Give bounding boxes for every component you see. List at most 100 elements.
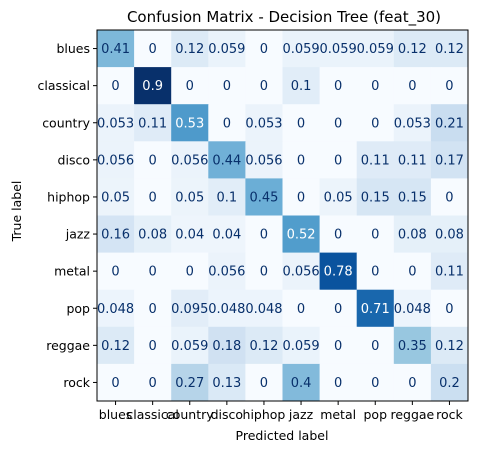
cell-value-label: 0.048 xyxy=(245,302,282,317)
cell-value-label: 0.15 xyxy=(398,190,427,205)
cell-value-label: 0 xyxy=(297,153,305,168)
cell-value-label: 0 xyxy=(111,79,119,94)
cell-value-label: 0 xyxy=(149,376,157,391)
y-tick-label: reggae xyxy=(46,338,90,353)
cell-value-label: 0 xyxy=(371,265,379,280)
x-tick-label: pop xyxy=(363,407,387,422)
cell-value-label: 0 xyxy=(334,376,342,391)
cell-value-label: 0.18 xyxy=(212,339,241,354)
cell-value-label: 0.11 xyxy=(138,116,167,131)
cell-value-label: 0 xyxy=(149,190,157,205)
cell-value-label: 0.11 xyxy=(398,153,427,168)
cell-value-label: 0.11 xyxy=(361,153,390,168)
cell-value-label: 0.056 xyxy=(97,153,134,168)
cell-value-label: 0.17 xyxy=(435,153,464,168)
cell-value-label: 0.08 xyxy=(138,228,167,243)
x-tick-label: country xyxy=(166,407,214,422)
cell-value-label: 0.45 xyxy=(249,190,278,205)
y-tick-label: hiphop xyxy=(47,189,90,204)
cell-value-label: 0 xyxy=(297,116,305,131)
cell-value-label: 0.12 xyxy=(249,339,278,354)
cell-value-label: 0.41 xyxy=(101,42,130,57)
cell-value-label: 0 xyxy=(445,190,453,205)
cell-value-label: 0 xyxy=(149,153,157,168)
cell-value-label: 0 xyxy=(334,228,342,243)
y-tick-label: blues xyxy=(56,41,90,56)
cell-value-label: 0 xyxy=(371,116,379,131)
cell-value-label: 0.16 xyxy=(101,228,130,243)
cell-value-label: 0 xyxy=(371,79,379,94)
cell-value-label: 0 xyxy=(408,79,416,94)
x-tick-label: metal xyxy=(320,407,356,422)
cell-value-label: 0.11 xyxy=(435,265,464,280)
x-axis-ticks: bluesclassicalcountrydisco hiphop jazz meta… xyxy=(99,401,464,422)
heatmap-cells: 0.41 0 0.12 0.059 0 0.059 0.059 0.059 0.12 0.120 0… xyxy=(97,30,469,402)
cell-value-label: 0 xyxy=(334,302,342,317)
cell-value-label: 0.2 xyxy=(439,376,460,391)
cell-value-label: 0 xyxy=(260,265,268,280)
x-tick-label: rock xyxy=(436,407,463,422)
cell-value-label: 0 xyxy=(186,265,194,280)
cell-value-label: 0.053 xyxy=(245,116,282,131)
cell-value-label: 0.1 xyxy=(291,79,312,94)
y-tick-label: jazz xyxy=(65,227,91,242)
cell-value-label: 0 xyxy=(445,79,453,94)
cell-value-label: 0.053 xyxy=(394,116,431,131)
y-tick-label: disco xyxy=(58,152,90,167)
cell-value-label: 0.048 xyxy=(394,302,431,317)
cell-value-label: 0.52 xyxy=(287,228,316,243)
cell-value-label: 0.9 xyxy=(142,79,163,94)
cell-value-label: 0.12 xyxy=(398,42,427,57)
cell-value-label: 0 xyxy=(260,42,268,57)
cell-value-label: 0.27 xyxy=(175,376,204,391)
cell-value-label: 0.048 xyxy=(208,302,245,317)
cell-value-label: 0 xyxy=(149,42,157,57)
cell-value-label: 0.53 xyxy=(175,116,204,131)
cell-value-label: 0 xyxy=(334,339,342,354)
cell-value-label: 0.056 xyxy=(208,265,245,280)
cell-value-label: 0 xyxy=(334,79,342,94)
y-tick-label: country xyxy=(42,115,90,130)
cell-value-label: 0.71 xyxy=(361,302,390,317)
cell-value-label: 0.056 xyxy=(282,265,319,280)
cell-value-label: 0.12 xyxy=(435,339,464,354)
cell-value-label: 0 xyxy=(260,376,268,391)
cell-value-label: 0.44 xyxy=(212,153,241,168)
cell-value-label: 0 xyxy=(334,153,342,168)
y-tick-label: rock xyxy=(63,375,90,390)
cell-value-label: 0.059 xyxy=(171,339,208,354)
cell-value-label: 0.056 xyxy=(171,153,208,168)
cell-value-label: 0.04 xyxy=(175,228,204,243)
y-axis-title: True label xyxy=(9,181,24,243)
cell-value-label: 0 xyxy=(260,79,268,94)
cell-value-label: 0.15 xyxy=(361,190,390,205)
cell-value-label: 0 xyxy=(186,79,194,94)
cell-value-label: 0.059 xyxy=(282,42,319,57)
cell-value-label: 0.4 xyxy=(291,376,312,391)
cell-value-label: 0 xyxy=(371,228,379,243)
y-tick-label: classical xyxy=(37,78,90,93)
cell-value-label: 0.059 xyxy=(282,339,319,354)
cell-value-label: 0 xyxy=(149,302,157,317)
cell-value-label: 0.048 xyxy=(97,302,134,317)
y-tick-label: pop xyxy=(66,301,90,316)
x-tick-label: hiphop xyxy=(243,407,286,422)
x-axis-title: Predicted label xyxy=(236,428,329,443)
y-tick-label: metal xyxy=(54,264,90,279)
cell-value-label: 0 xyxy=(334,116,342,131)
cell-value-label: 0.12 xyxy=(435,42,464,57)
cell-value-label: 0.059 xyxy=(357,42,394,57)
cell-value-label: 0.05 xyxy=(324,190,353,205)
cell-value-label: 0 xyxy=(371,376,379,391)
chart-title: Confusion Matrix - Decision Tree (feat_3… xyxy=(127,8,441,27)
cell-value-label: 0 xyxy=(223,116,231,131)
cell-value-label: 0 xyxy=(408,265,416,280)
cell-value-label: 0.056 xyxy=(245,153,282,168)
x-tick-label: reggae xyxy=(390,407,434,422)
cell-value-label: 0.12 xyxy=(175,42,204,57)
x-tick-label: jazz xyxy=(288,407,314,422)
cell-value-label: 0 xyxy=(149,339,157,354)
cell-value-label: 0.08 xyxy=(398,228,427,243)
cell-value-label: 0 xyxy=(111,265,119,280)
